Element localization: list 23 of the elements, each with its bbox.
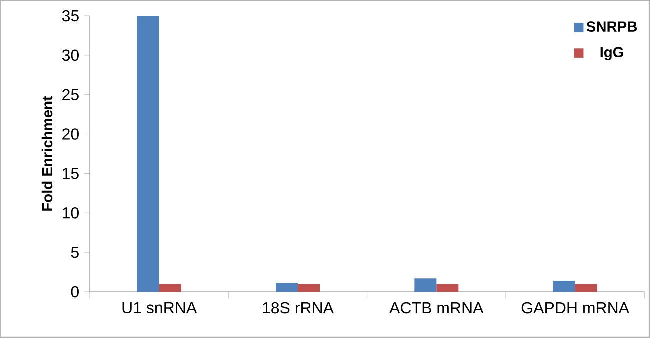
bar xyxy=(159,284,182,292)
y-tick-label: 35 xyxy=(62,10,79,22)
bar xyxy=(276,283,298,292)
y-tick-label: 25 xyxy=(62,89,79,101)
y-tick-label: 10 xyxy=(63,207,79,219)
bar xyxy=(298,284,320,292)
x-tick-label: U1 snRNA xyxy=(122,302,198,314)
legend-label: SNRPB xyxy=(586,22,638,32)
y-tick-label: 20 xyxy=(62,128,79,140)
y-tick-label: 15 xyxy=(63,168,79,180)
x-tick-label: ACTB mRNA xyxy=(390,302,484,314)
bar xyxy=(137,16,160,292)
bar xyxy=(553,280,576,292)
bar xyxy=(436,284,459,292)
y-tick-label: 5 xyxy=(71,246,79,258)
y-axis-title: Fold Enrichment xyxy=(42,96,53,211)
y-tick-label: 0 xyxy=(71,286,79,298)
x-tick-label: GAPDH mRNA xyxy=(522,302,630,314)
x-tick-label: 18S rRNA xyxy=(263,302,334,314)
y-tick-label: 30 xyxy=(62,50,79,62)
bar xyxy=(575,284,598,292)
legend-label: IgG xyxy=(600,47,624,61)
bar xyxy=(414,278,437,292)
